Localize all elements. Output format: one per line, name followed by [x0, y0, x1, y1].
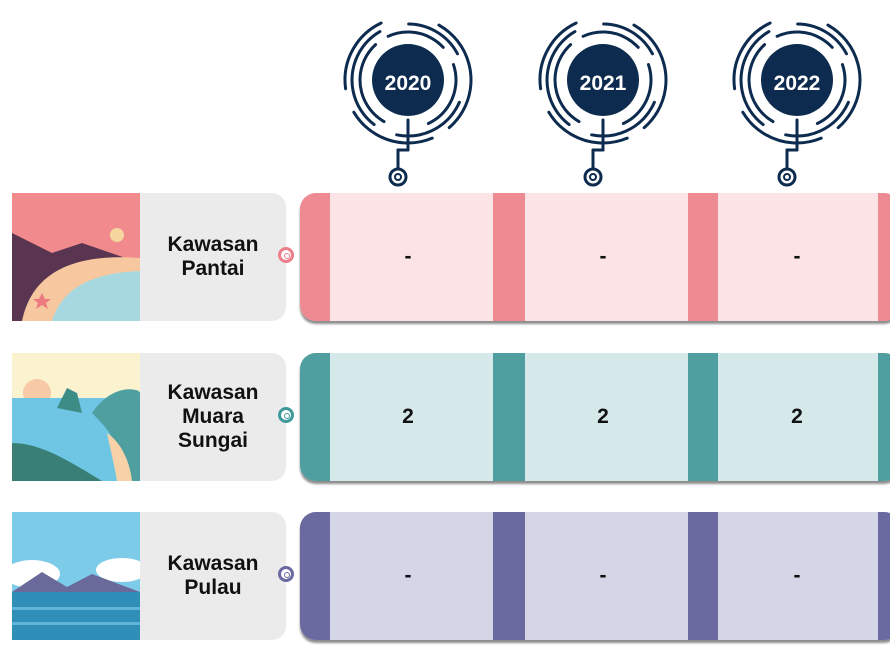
table-cell: - [599, 245, 607, 268]
row-label-box: Kawasan Pulau [140, 512, 286, 640]
row-illustration [12, 353, 140, 481]
row-label: Kawasan Pantai [167, 233, 259, 280]
connector-dot [278, 407, 294, 423]
connector-dot [278, 247, 294, 263]
row-label: Kawasan Muara Sungai [167, 381, 259, 452]
panel-strip [300, 512, 330, 640]
panel-strip [688, 353, 718, 481]
illustration [12, 353, 140, 481]
year-ring [732, 15, 862, 187]
year-badge: 2020 [338, 10, 478, 190]
connector-dot [278, 566, 294, 582]
illustration [12, 193, 140, 321]
table-row: Kawasan Pantai - - - [0, 193, 890, 321]
panel-strip [493, 512, 525, 640]
year-ring [343, 15, 473, 187]
row-label-box: Kawasan Muara Sungai [140, 353, 286, 481]
panel-strip [300, 193, 330, 321]
row-illustration [4, 512, 148, 640]
panel-strip [878, 193, 890, 321]
table-cell: 2 [791, 405, 803, 428]
year-label: 2021 [579, 72, 627, 95]
year-ring [538, 15, 668, 187]
panel-strip [878, 353, 890, 481]
panel-strip [493, 193, 525, 321]
year-label: 2022 [773, 72, 821, 95]
illustration [4, 512, 148, 640]
table-cell: - [793, 564, 801, 587]
row-panel: --- [300, 193, 890, 321]
panel-strip [493, 353, 525, 481]
table-cell: - [404, 564, 412, 587]
year-badge: 2022 [727, 10, 867, 190]
panel-strip [688, 512, 718, 640]
table-cell: - [599, 564, 607, 587]
row-label: Kawasan Pulau [167, 552, 259, 599]
year-label: 2020 [384, 72, 432, 95]
table-cell: - [404, 245, 412, 268]
table-cell: - [793, 245, 801, 268]
panel-strip [300, 353, 330, 481]
table-cell: 2 [597, 405, 609, 428]
panel-strip [878, 512, 890, 640]
year-badge: 2021 [533, 10, 673, 190]
table-row: Kawasan Pulau - - - [0, 512, 890, 640]
row-panel: 2 2 2 [300, 353, 890, 481]
table-row: Kawasan Muara Sungai 2 2 2 [0, 353, 890, 481]
panel-strip [688, 193, 718, 321]
row-panel: --- [300, 512, 890, 640]
row-label-box: Kawasan Pantai [140, 193, 286, 321]
table-cell: 2 [402, 405, 414, 428]
row-illustration [12, 193, 140, 321]
